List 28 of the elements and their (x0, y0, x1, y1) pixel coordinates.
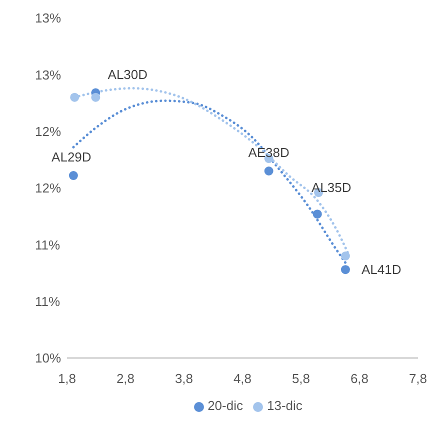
point (264, 166, 274, 176)
x-tick-label: 1,8 (58, 371, 76, 386)
legend-label: 20-dic (208, 398, 243, 413)
annotation: AL29D (52, 150, 92, 165)
legend-label: 13-dic (267, 398, 302, 413)
point (91, 92, 100, 102)
y-tick-label: 12% (35, 180, 62, 196)
annotation: AE38D (248, 145, 290, 160)
x-tick-label: 6,8 (350, 371, 369, 386)
point (68, 171, 78, 180)
y-tick-label: 10% (35, 350, 62, 366)
x-tick-label: 5,8 (292, 371, 310, 386)
annotation: AL30D (108, 66, 148, 82)
point (70, 92, 80, 102)
x-tick-label: 7,8 (408, 371, 428, 386)
x-tick-label: 3,8 (174, 371, 194, 386)
point (340, 252, 350, 260)
y-tick-label: 13% (35, 67, 62, 82)
y-tick-label: 12% (35, 124, 62, 139)
y-tick-label: 11% (35, 237, 60, 252)
point (312, 210, 322, 219)
y-tick-label: 13% (35, 10, 62, 26)
x-tick-label: 2,8 (116, 371, 135, 386)
y-tick-label: 11% (35, 294, 60, 309)
point (340, 265, 350, 274)
annotation: AL41D (361, 262, 402, 278)
annotation: AL35D (312, 180, 352, 196)
x-tick-label: 4,8 (233, 371, 252, 386)
